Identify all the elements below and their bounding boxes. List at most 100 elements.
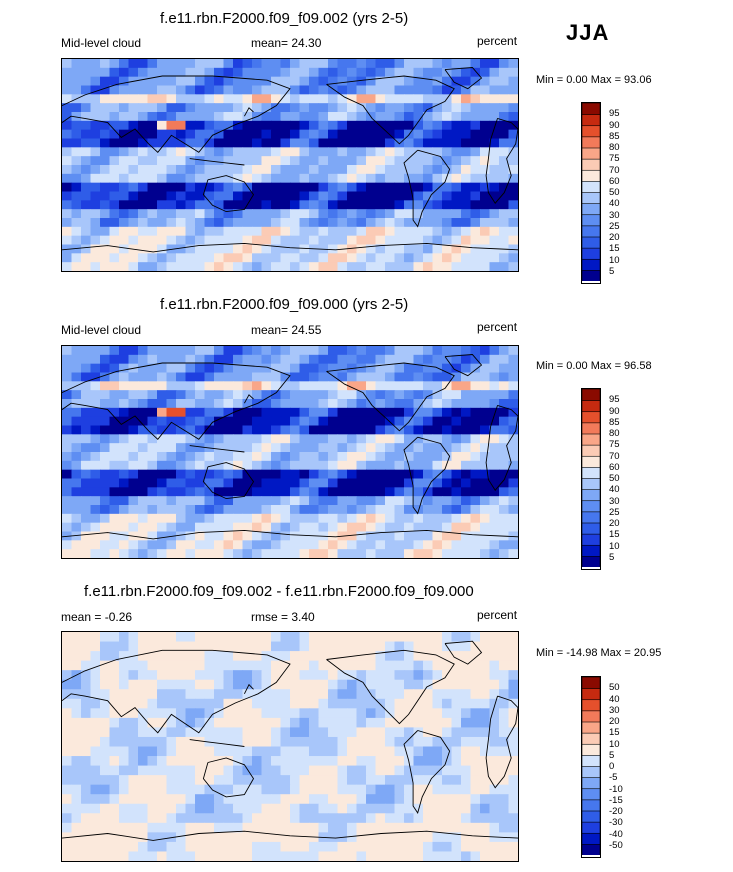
heatmap-cell	[290, 165, 301, 175]
heatmap-cell	[233, 147, 244, 157]
heatmap-cell	[309, 381, 320, 391]
heatmap-cell	[62, 794, 73, 805]
heatmap-cell	[90, 822, 101, 833]
heatmap-cell	[480, 120, 491, 131]
heatmap-cell	[385, 522, 396, 533]
heatmap-cell	[451, 513, 462, 524]
heatmap-cell	[223, 746, 234, 757]
heatmap-cell	[347, 399, 358, 409]
heatmap-cell	[204, 487, 215, 497]
heatmap-cell	[62, 689, 73, 700]
heatmap-cell	[290, 756, 301, 767]
heatmap-cell	[385, 218, 396, 228]
heatmap-cell	[328, 822, 339, 833]
heatmap-cell	[185, 505, 196, 515]
heatmap-cell	[195, 156, 206, 166]
heatmap-cell	[280, 708, 291, 719]
heatmap-cell	[204, 727, 215, 738]
heatmap-cell	[451, 434, 462, 444]
heatmap-cell	[100, 363, 111, 374]
heatmap-cell	[204, 803, 215, 814]
heatmap-cell	[71, 841, 82, 853]
heatmap-cell	[271, 765, 282, 776]
heatmap-cell	[385, 756, 396, 767]
heatmap-cell	[81, 372, 92, 382]
heatmap-cell	[451, 841, 462, 853]
heatmap-cell	[489, 689, 500, 700]
heatmap-cell	[318, 784, 329, 795]
heatmap-cell	[318, 226, 329, 237]
heatmap-cell	[394, 173, 405, 184]
heatmap-cell	[337, 138, 348, 148]
heatmap-cell	[356, 549, 367, 558]
heatmap-cell	[128, 354, 139, 365]
heatmap-cell	[157, 346, 168, 356]
heatmap-cell	[81, 487, 92, 497]
heatmap-cell	[62, 765, 73, 776]
heatmap-cell	[404, 513, 415, 524]
heatmap-cell	[385, 253, 396, 263]
heatmap-cell	[489, 425, 500, 435]
heatmap-cell	[318, 660, 329, 671]
heatmap-cell	[233, 191, 244, 201]
heatmap-cell	[290, 191, 301, 201]
heatmap-cell	[480, 522, 491, 533]
heatmap-cell	[100, 103, 111, 113]
heatmap-cell	[147, 443, 158, 453]
heatmap-cell	[489, 851, 500, 861]
heatmap-cell	[470, 244, 481, 254]
heatmap-cell	[290, 460, 301, 471]
heatmap-cell	[157, 235, 168, 246]
heatmap-cell	[81, 660, 92, 671]
heatmap-cell	[100, 59, 111, 69]
heatmap-cell	[128, 478, 139, 488]
heatmap-cell	[442, 200, 453, 210]
heatmap-cell	[261, 784, 272, 795]
heatmap-cell	[404, 165, 415, 175]
heatmap-cell	[195, 434, 206, 444]
heatmap-cell	[432, 354, 443, 365]
heatmap-cell	[470, 794, 481, 805]
heatmap-cell	[223, 262, 234, 271]
heatmap-cell	[166, 425, 177, 435]
heatmap-cell	[375, 94, 386, 104]
heatmap-cell	[100, 244, 111, 254]
colorbar-tick-label: 40	[609, 484, 620, 496]
heatmap-cell	[81, 689, 92, 700]
coastline	[62, 649, 291, 734]
heatmap-cell	[347, 416, 358, 427]
heatmap-cell	[62, 372, 73, 382]
heatmap-cell	[451, 262, 462, 271]
heatmap-cell	[176, 443, 187, 453]
heatmap-cell	[318, 746, 329, 757]
heatmap-cell	[480, 200, 491, 210]
heatmap-cell	[271, 822, 282, 833]
heatmap-cell	[337, 641, 348, 652]
heatmap-cell	[128, 822, 139, 833]
heatmap-cell	[337, 226, 348, 237]
heatmap-cell	[223, 76, 234, 87]
heatmap-cell	[100, 478, 111, 488]
heatmap-cell	[214, 736, 225, 748]
heatmap-cell	[356, 138, 367, 148]
heatmap-cell	[404, 182, 415, 193]
colorbar-swatch	[582, 499, 600, 513]
heatmap-cell	[271, 803, 282, 814]
heatmap-cell	[138, 191, 149, 201]
heatmap-cell	[147, 698, 158, 709]
heatmap-cell	[423, 209, 434, 219]
heatmap-cell	[366, 156, 377, 166]
heatmap-cell	[81, 513, 92, 524]
heatmap-cell	[166, 851, 177, 861]
heatmap-cell	[81, 746, 92, 757]
coastline	[485, 117, 518, 204]
heatmap-cell	[432, 262, 443, 271]
heatmap-cell	[138, 679, 149, 690]
heatmap-cell	[508, 262, 518, 271]
heatmap-cell	[480, 103, 491, 113]
heatmap-cell	[461, 756, 472, 767]
heatmap-cell	[90, 727, 101, 738]
heatmap-cell	[423, 253, 434, 263]
heatmap-cell	[90, 191, 101, 201]
coastline	[189, 158, 245, 166]
